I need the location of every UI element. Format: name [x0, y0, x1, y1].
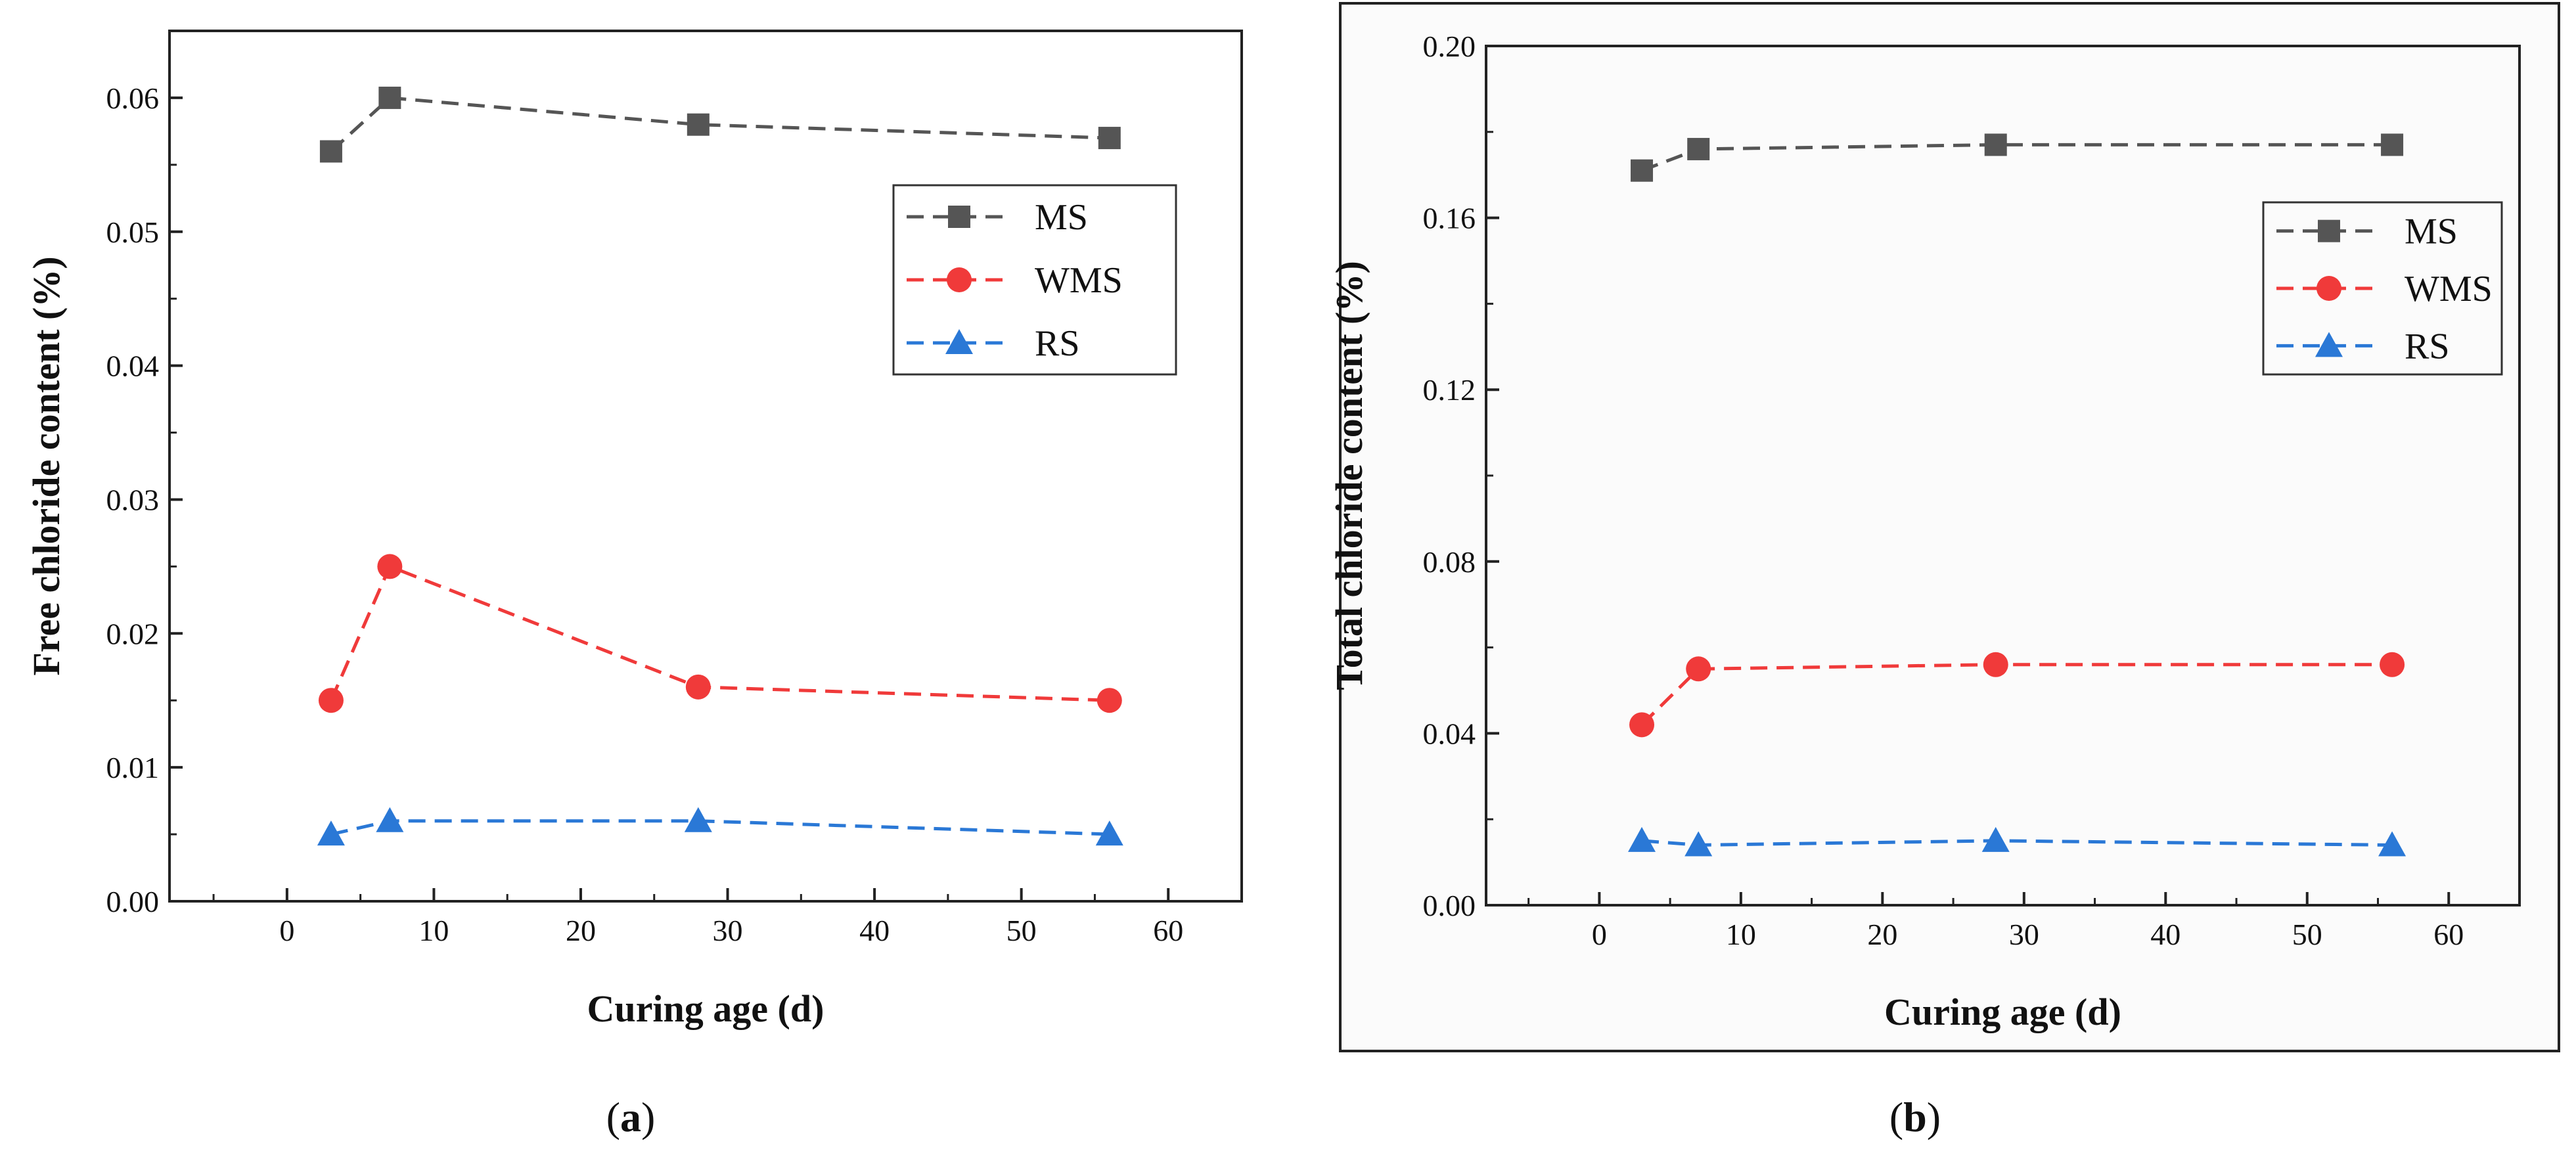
- legend-label-wms: WMS: [2405, 269, 2493, 309]
- y-tick-label: 0.01: [106, 751, 160, 784]
- legend-label-ms: MS: [2405, 212, 2458, 252]
- x-tick-label: 30: [713, 914, 743, 947]
- data-point-wms: [1629, 712, 1655, 738]
- data-point-rs: [1981, 826, 2010, 852]
- y-tick-label: 0.08: [1423, 545, 1476, 579]
- plot-area: [168, 30, 1243, 903]
- data-point-wms: [1983, 652, 2008, 677]
- legend-marker-wms: [947, 267, 972, 292]
- chart-panel-a: 0.00 0.01 0.02 0.03 0.04 0.05 0.06 0 10 20 30 40 50 6…: [25, 30, 1243, 1030]
- series-ms: [1631, 133, 2404, 182]
- x-tick-label: 50: [1006, 914, 1037, 947]
- legend: MS WMS RS: [892, 184, 1177, 376]
- legend-label-rs: RS: [1035, 323, 1080, 364]
- data-point-wms: [377, 554, 403, 579]
- data-point-ms: [319, 140, 342, 163]
- y-tick-label: 0.12: [1423, 373, 1476, 407]
- y-tick-label: 0.02: [106, 617, 160, 650]
- data-point-wms: [1686, 656, 1711, 682]
- data-point-rs: [376, 807, 404, 832]
- series-ms: [319, 86, 1121, 163]
- panel-label-b: (b): [1889, 1094, 1941, 1140]
- legend-marker-ms: [948, 206, 970, 228]
- x-tick-label: 60: [2433, 918, 2464, 951]
- x-tick-label: 40: [859, 914, 890, 947]
- series-line-ms: [1641, 143, 2393, 172]
- x-tick-label: 10: [418, 914, 449, 947]
- legend-box: [2262, 201, 2503, 376]
- legend-marker-wms: [2316, 276, 2341, 301]
- series-line-wms: [1640, 663, 2393, 727]
- series-rs: [317, 807, 1123, 846]
- data-point-ms: [2381, 133, 2404, 156]
- data-point-rs: [684, 807, 712, 832]
- data-point-rs: [1684, 831, 1713, 857]
- data-point-ms: [1098, 127, 1121, 150]
- x-tick-label: 0: [279, 914, 294, 947]
- series-line-rs: [1641, 839, 2393, 847]
- data-point-ms: [378, 86, 401, 109]
- y-tick-label: 0.04: [1423, 717, 1476, 750]
- series-wms: [1629, 652, 2405, 738]
- x-tick-label: 60: [1153, 914, 1183, 947]
- legend-marker-rs: [945, 329, 973, 354]
- data-point-ms: [1631, 159, 1654, 182]
- x-tick-label: 0: [1592, 918, 1607, 951]
- series-rs: [1628, 826, 2407, 857]
- x-tick-label: 10: [1726, 918, 1756, 951]
- legend-label-rs: RS: [2405, 326, 2450, 367]
- series-line-ms: [330, 96, 1110, 153]
- x-tick-label: 50: [2292, 918, 2322, 951]
- x-tick-label: 30: [2009, 918, 2039, 951]
- legend: MS WMS RS: [2262, 201, 2503, 376]
- data-point-ms: [1687, 137, 1710, 160]
- y-tick-label: 0.05: [106, 215, 160, 249]
- x-axis-title: Curing age (d): [587, 987, 825, 1030]
- x-tick-label: 40: [2150, 918, 2181, 951]
- series-wms: [318, 554, 1122, 713]
- panel-label-a: (a): [606, 1094, 656, 1140]
- data-point-rs: [2378, 831, 2407, 857]
- y-tick-label: 0.00: [1423, 889, 1476, 922]
- legend-label-wms: WMS: [1035, 260, 1123, 301]
- data-point-wms: [318, 688, 344, 713]
- legend-box: [892, 184, 1177, 376]
- x-tick-label: 20: [566, 914, 596, 947]
- data-point-wms: [1096, 688, 1122, 713]
- y-tick-label: 0.20: [1423, 30, 1476, 63]
- legend-marker-ms: [2318, 219, 2340, 242]
- legend-label-ms: MS: [1035, 197, 1088, 238]
- data-point-wms: [2380, 652, 2405, 677]
- chart-panel-b: 0.00 0.04 0.08 0.12 0.16 0.20 0 10 20 30 40 50 60 Cur…: [1328, 2, 2560, 1052]
- y-axis-title: Total chloride content (%): [1328, 261, 1370, 690]
- y-tick-label: 0.06: [106, 81, 160, 115]
- data-point-ms: [687, 113, 710, 136]
- data-point-wms: [685, 674, 711, 700]
- data-point-rs: [1095, 820, 1123, 846]
- data-point-rs: [1628, 826, 1656, 852]
- data-point-ms: [1984, 133, 2007, 156]
- data-point-rs: [317, 820, 345, 846]
- y-tick-label: 0.03: [106, 483, 160, 516]
- x-tick-label: 20: [1867, 918, 1897, 951]
- y-tick-label: 0.00: [106, 885, 160, 918]
- legend-marker-rs: [2315, 332, 2343, 357]
- y-axis-title: Free chloride content (%): [25, 256, 68, 675]
- y-tick-label: 0.04: [106, 349, 160, 383]
- series-line-rs: [330, 819, 1110, 836]
- series-line-wms: [329, 564, 1110, 702]
- x-axis-title: Curing age (d): [1884, 991, 2121, 1033]
- y-tick-label: 0.16: [1423, 202, 1476, 235]
- panel-frame: [1339, 2, 2560, 1052]
